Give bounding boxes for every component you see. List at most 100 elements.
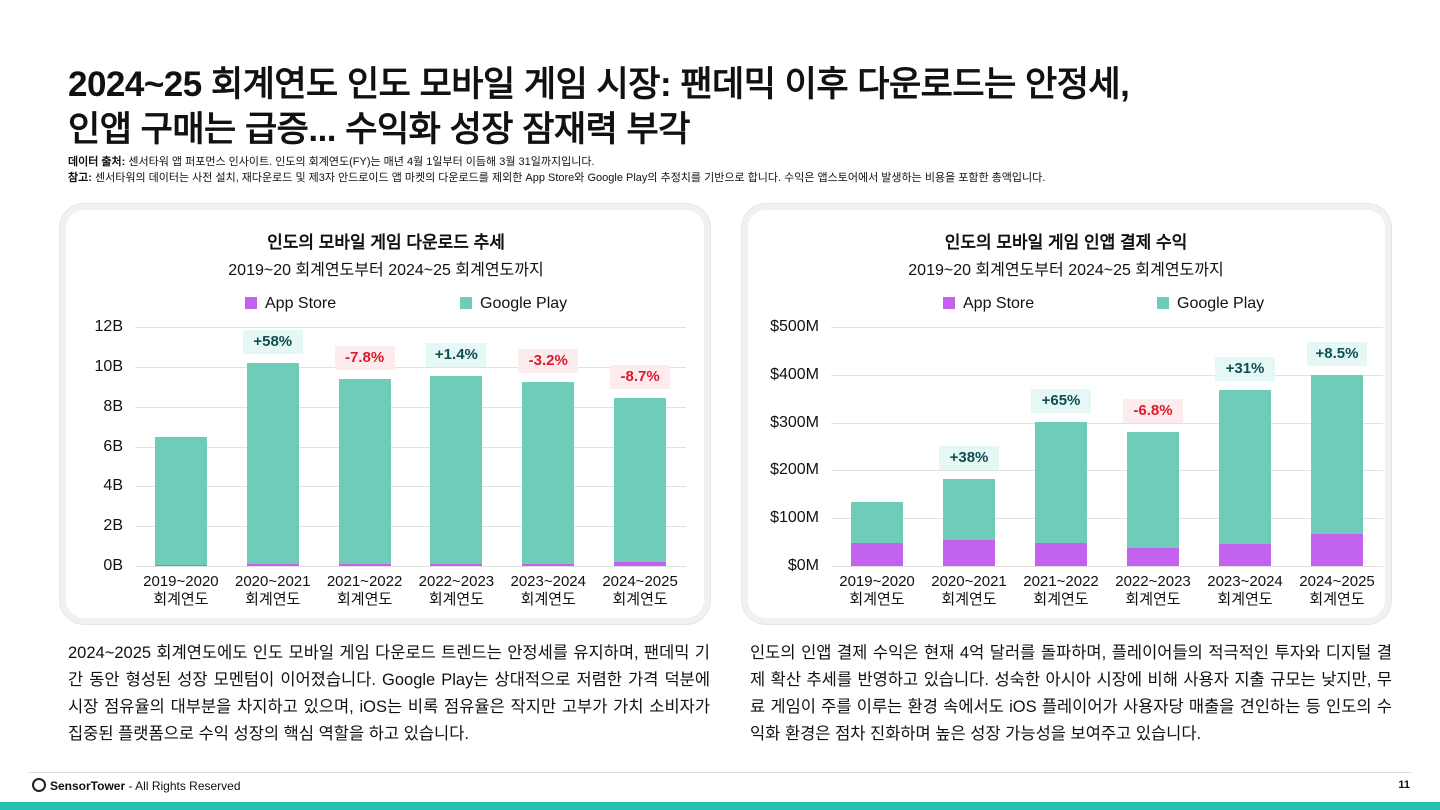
y-tick-label: $500M [770,318,819,335]
legend-label: Google Play [480,295,568,312]
bar-segment [1035,422,1087,543]
y-tick-label: 4B [103,477,123,495]
bar-segment [1311,534,1363,566]
y-tick-label: $200M [770,461,819,479]
footer-rule [28,772,1412,773]
grid-line [135,327,686,328]
footer-text: SensorTower - All Rights Reserved [50,779,241,793]
x-tick-label: 2022~2023 회계연도 [418,573,495,608]
bar-segment [246,563,299,566]
grid-line [831,422,1383,424]
y-tick-label: 2B [103,517,123,535]
chart-title: 인도의 모바일 게임 다운로드 추세 [267,233,505,252]
grid-line [831,327,1383,328]
x-tick-label: 2021~2022 회계연도 [1023,573,1099,608]
paragraph: 2024~2025 회계연도에도 인도 모바일 게임 다운로드 트렌드는 안정세… [68,644,710,743]
chart-title: 인도의 모바일 게임 인앱 결제 수익 [944,233,1188,252]
paragraph: 인도의 인앱 결제 수익은 현재 4억 달러를 돌파하며, 플레이어들의 적극적… [750,644,1392,743]
bar-segment [614,397,667,563]
bar-segment [430,563,483,566]
legend-swatch [245,297,257,309]
grid-line [135,446,686,448]
grid-line [831,518,1383,520]
legend-label: Google Play [1177,295,1265,312]
bar-segment [338,378,391,564]
bar-segment [522,563,575,566]
bar-segment [851,543,903,566]
bar-segment [1127,548,1179,566]
y-tick-label: 0B [103,557,123,574]
x-tick-label: 2024~2025 회계연도 [1299,573,1375,608]
y-tick-label: 8B [103,397,123,415]
x-tick-label: 2019~2020 회계연도 [143,573,219,608]
bar-segment [338,563,391,566]
bar-segment [1311,374,1363,535]
note-label: 참고: [68,172,92,184]
grid-line [831,374,1383,376]
page-number: 11 [1398,779,1410,791]
bar-segment [851,502,903,544]
note-text: 센서타워 앱 퍼포먼스 인사이트. 인도의 회계연도(FY)는 매년 4월 1일… [128,156,595,168]
logo-icon [32,778,46,792]
x-tick-label: 2023~2024 회계연도 [1207,573,1283,608]
x-tick-label: 2021~2022 회계연도 [326,573,403,608]
y-tick-label: $400M [770,365,819,383]
growth-label: +8.5% [1307,341,1367,366]
grid-line [831,470,1383,472]
growth-label: -3.2% [518,348,579,373]
chart-subtitle: 2019~20 회계연도부터 2024~25 회계연도까지 [228,262,544,279]
x-tick-label: 2019~2020 회계연도 [839,573,915,608]
note: 참고: 센서타워의 데이터는 사전 설치, 재다운로드 및 제3자 안드로이드 … [68,169,1045,185]
bar-segment [1127,431,1179,549]
grid-line [135,566,686,567]
bar-segment [943,478,995,541]
bar-segment [1035,542,1087,566]
legend-swatch [943,297,955,309]
growth-label: +31% [1215,356,1275,381]
page-title: 인앱 구매는 급증... 수익화 성장 잠재력 부각 [68,110,690,149]
growth-label: -7.8% [334,345,395,370]
y-tick-label: 10B [94,357,123,375]
note-label: 데이터 출처: [68,156,126,168]
x-tick-label: 2022~2023 회계연도 [1115,573,1191,608]
y-tick-label: $0M [787,557,819,574]
legend-label: App Store [265,295,337,312]
bar-segment [430,375,483,564]
growth-label: -8.7% [610,364,671,389]
bar-segment [1219,389,1271,545]
note: 데이터 출처: 센서타워 앱 퍼포먼스 인사이트. 인도의 회계연도(FY)는 … [68,153,595,169]
bar-segment [154,436,207,565]
legend-swatch [1157,297,1169,309]
x-tick-label: 2020~2021 회계연도 [234,573,311,608]
x-tick-label: 2020~2021 회계연도 [931,573,1007,608]
y-tick-label: 12B [94,318,123,335]
y-tick-label: $100M [770,509,819,527]
bar-segment [522,381,575,564]
legend-swatch [460,297,472,309]
bar-segment [943,540,995,566]
page-title: 2024~25 회계연도 인도 모바일 게임 시장: 팬데믹 이후 다운로드는 … [68,65,1130,104]
grid-line [135,526,686,528]
bar-segment [614,562,667,566]
bar-segment [1219,544,1271,566]
grid-line [135,366,686,368]
growth-label: +65% [1031,389,1091,414]
growth-label: +1.4% [426,342,487,367]
x-tick-label: 2024~2025 회계연도 [602,573,678,608]
legend-label: App Store [963,295,1035,312]
grid-line [831,566,1383,567]
growth-label: +38% [939,445,999,470]
y-tick-label: 6B [103,437,123,455]
bar-segment [154,565,207,566]
grid-line [135,486,686,488]
grid-line [135,406,686,408]
brand: SensorTower [50,779,126,793]
y-tick-label: $300M [770,413,819,431]
chart-subtitle: 2019~20 회계연도부터 2024~25 회계연도까지 [908,262,1224,279]
x-tick-label: 2023~2024 회계연도 [510,573,586,608]
footer-bar [0,802,1440,810]
rights: - All Rights Reserved [128,779,241,793]
note-text: 센서타워의 데이터는 사전 설치, 재다운로드 및 제3자 안드로이드 앱 마켓… [94,172,1046,184]
growth-label: -6.8% [1123,398,1183,423]
